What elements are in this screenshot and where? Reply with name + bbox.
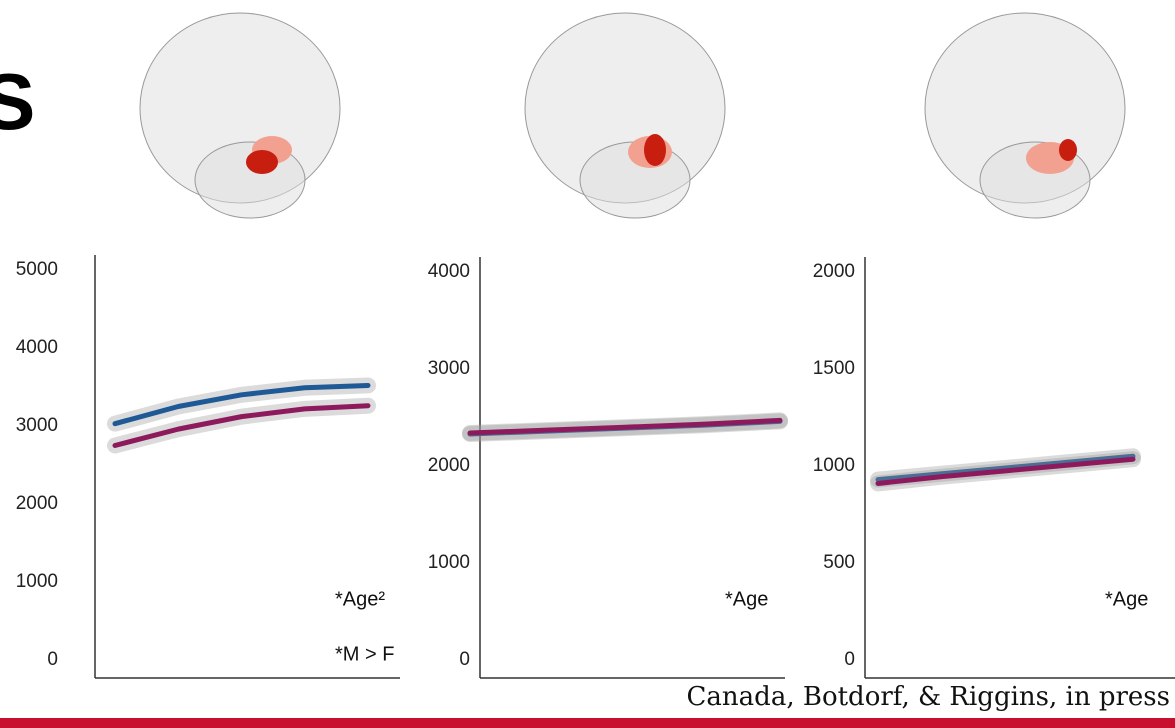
slide: S Canada, Botdorf, & Riggins, in press 0… <box>0 0 1175 728</box>
y-tick-label: 3000 <box>16 415 58 436</box>
y-tick-label: 0 <box>844 649 855 670</box>
y-tick-label: 0 <box>47 649 58 670</box>
y-tick-label: 1000 <box>428 552 470 573</box>
footer-bar <box>0 718 1175 728</box>
title-fragment: S <box>0 57 35 146</box>
y-tick-label: 500 <box>823 552 855 573</box>
y-tick-label: 4000 <box>16 337 58 358</box>
citation: Canada, Botdorf, & Riggins, in press <box>687 682 1170 712</box>
y-tick-label: 0 <box>459 649 470 670</box>
y-tick-label: 1000 <box>16 571 58 592</box>
y-tick-label: 5000 <box>16 259 58 280</box>
y-tick-label: 2000 <box>813 261 855 282</box>
y-tick-label: 3000 <box>428 358 470 379</box>
annotation: *Age <box>725 588 768 610</box>
y-tick-label: 1000 <box>813 455 855 476</box>
annotation: *Age² <box>335 588 385 610</box>
y-tick-label: 2000 <box>16 493 58 514</box>
y-tick-label: 1500 <box>813 358 855 379</box>
brain-images <box>140 13 1125 218</box>
annotation: *Age <box>1105 588 1148 610</box>
y-tick-label: 2000 <box>428 455 470 476</box>
y-tick-label: 4000 <box>428 261 470 282</box>
annotation: *M > F <box>335 643 394 665</box>
